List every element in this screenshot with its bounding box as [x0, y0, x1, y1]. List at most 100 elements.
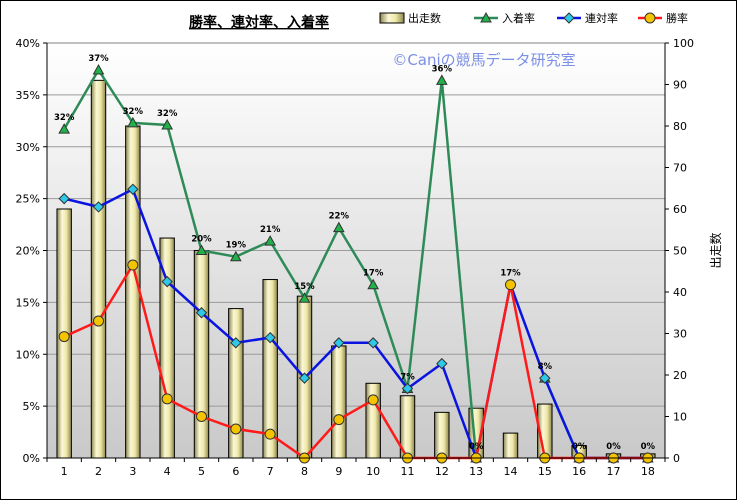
legend-marker-circle	[644, 12, 656, 24]
point-circle	[161, 393, 173, 405]
x-axis-tick-label: 16	[572, 465, 586, 478]
left-axis-tick-label: 35%	[16, 89, 40, 102]
bar	[193, 250, 210, 459]
data-label: 37%	[88, 54, 109, 64]
x-axis-tick-label: 3	[129, 465, 136, 478]
data-label: 19%	[226, 241, 247, 251]
point-triangle	[435, 74, 448, 85]
legend: 出走数 入着率 連対率 勝率	[379, 11, 688, 25]
bar	[125, 125, 141, 459]
left-axis-tick-label: 15%	[16, 296, 40, 309]
bar	[331, 345, 347, 459]
point-diamond	[367, 337, 379, 349]
x-axis-tick-label: 13	[469, 465, 483, 478]
point-diamond	[333, 337, 345, 349]
point-circle	[58, 331, 70, 343]
point-diamond	[58, 192, 70, 205]
point-diamond	[298, 372, 311, 384]
data-label: 20%	[191, 235, 212, 245]
x-axis-tick-label: 7	[267, 465, 274, 478]
point-circle	[93, 315, 104, 327]
x-axis-tick-label: 2	[95, 465, 102, 478]
legend-marker-triangle	[480, 11, 492, 23]
bar	[434, 411, 450, 459]
series-line-diamond	[63, 187, 648, 463]
right-axis-tick-label: 30	[673, 328, 687, 341]
data-label: 32%	[54, 113, 75, 123]
point-triangle	[161, 118, 174, 130]
data-label: 0%	[606, 442, 621, 452]
data-label: 17%	[500, 269, 521, 279]
x-axis-tick-label: 14	[504, 465, 518, 478]
point-circle	[264, 428, 276, 440]
left-axis-tick-label: 10%	[16, 348, 40, 361]
point-triangle	[195, 244, 208, 255]
point-triangle	[229, 250, 242, 262]
point-diamond	[92, 201, 105, 213]
data-label: 17%	[363, 269, 384, 279]
point-triangle	[58, 123, 71, 134]
left-axis-tick-label: 30%	[16, 141, 40, 154]
x-axis-tick-label: 10	[366, 465, 380, 478]
right-axis-title: 出走数	[708, 232, 723, 268]
legend-label: 入着率	[502, 11, 535, 25]
point-triangle	[332, 221, 345, 233]
point-diamond	[195, 307, 208, 319]
right-axis-tick-label: 70	[673, 162, 687, 175]
legend-swatch-bar	[379, 12, 405, 24]
right-axis-tick-label: 60	[673, 203, 687, 216]
x-axis-tick-label: 17	[607, 465, 621, 478]
right-axis-tick-label: 80	[673, 120, 687, 133]
point-diamond	[539, 372, 551, 384]
data-label: 7%	[400, 372, 415, 382]
x-axis-tick-label: 15	[538, 465, 552, 478]
data-label: 0%	[641, 442, 656, 452]
right-axis-tick-label: 10	[673, 411, 687, 424]
data-label: 0%	[572, 442, 587, 452]
legend-marker-diamond	[563, 12, 575, 24]
data-label: 32%	[157, 109, 178, 119]
point-diamond	[127, 183, 139, 195]
point-triangle	[92, 63, 105, 75]
bar	[90, 79, 107, 459]
point-triangle	[126, 116, 139, 128]
data-label: 32%	[123, 107, 144, 117]
legend-label: 出走数	[408, 11, 441, 25]
point-circle	[505, 279, 516, 291]
bar	[502, 432, 519, 459]
point-diamond	[401, 382, 414, 395]
data-label: 22%	[329, 212, 350, 222]
data-label: 21%	[260, 225, 281, 235]
bar	[228, 308, 244, 459]
right-axis-tick-label: 50	[673, 245, 687, 258]
point-triangle	[264, 235, 277, 246]
point-triangle	[298, 292, 311, 303]
left-axis-tick-label: 0%	[23, 452, 40, 465]
right-axis-tick-label: 20	[673, 369, 687, 382]
data-label: 15%	[294, 282, 315, 292]
data-label: 0%	[469, 442, 484, 452]
point-circle	[333, 414, 345, 426]
point-circle	[230, 423, 242, 435]
axes: 0%5%10%15%20%25%30%35%40%010203040506070…	[16, 37, 694, 478]
point-circle	[367, 394, 379, 406]
x-axis-tick-label: 1	[61, 465, 68, 478]
legend-label: 連対率	[585, 11, 618, 25]
right-axis-tick-label: 0	[673, 452, 680, 465]
x-axis-tick-label: 18	[641, 465, 655, 478]
point-diamond	[161, 275, 173, 288]
point-circle	[196, 411, 207, 422]
point-diamond	[230, 337, 242, 349]
x-axis-tick-label: 5	[198, 465, 205, 478]
right-axis-tick-label: 90	[673, 79, 687, 92]
x-axis-tick-label: 11	[401, 465, 415, 478]
left-axis-tick-label: 40%	[16, 37, 40, 50]
data-labels: 32% 37% 32% 32% 20% 19% 21% 15% 22% 17% 7% 36% 0% 17%…	[54, 54, 656, 452]
x-axis-tick-label: 8	[301, 465, 308, 478]
left-axis-tick-label: 20%	[16, 245, 40, 258]
point-diamond	[436, 357, 448, 370]
point-triangle	[367, 278, 380, 290]
left-axis-tick-label: 25%	[16, 193, 40, 206]
